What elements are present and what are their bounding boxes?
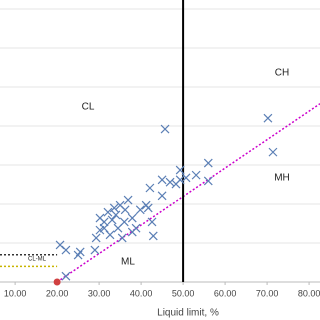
- data-point: [99, 223, 109, 233]
- data-point: [61, 245, 71, 255]
- data-point: [171, 179, 181, 189]
- data-point: [148, 231, 158, 241]
- data-point: [107, 215, 117, 225]
- data-point: [147, 217, 157, 227]
- x-axis-label: Liquid limit, %: [157, 308, 219, 319]
- data-point: [141, 200, 151, 210]
- x-tick-label: 80.00: [298, 288, 320, 298]
- data-point: [165, 177, 175, 187]
- data-point: [115, 200, 125, 210]
- x-tick-label: 40.00: [130, 288, 153, 298]
- data-point: [53, 278, 61, 286]
- data-point: [203, 176, 213, 186]
- x-tick-label: 60.00: [214, 288, 237, 298]
- zone-label: ML: [121, 257, 135, 268]
- data-point: [175, 165, 185, 175]
- data-point: [117, 233, 127, 243]
- data-point: [127, 227, 137, 237]
- x-tick-label: 10.00: [4, 288, 27, 298]
- x-tick-label: 70.00: [256, 288, 279, 298]
- data-point: [145, 183, 155, 193]
- zone-label: CL-ML: [28, 257, 47, 263]
- data-point: [61, 271, 71, 281]
- data-point: [157, 191, 167, 201]
- data-point: [90, 245, 100, 255]
- data-point: [191, 170, 201, 180]
- x-tick-label: 30.00: [88, 288, 111, 298]
- data-point: [268, 147, 278, 157]
- x-tick-label: 20.00: [46, 288, 69, 298]
- zone-label: CL: [82, 102, 95, 113]
- data-point: [135, 205, 145, 215]
- data-point: [263, 113, 273, 123]
- data-point: [95, 213, 105, 223]
- data-point: [203, 158, 213, 168]
- data-point: [119, 217, 129, 227]
- reference-line: [56, 103, 320, 283]
- data-point: [160, 124, 170, 134]
- data-point: [181, 173, 191, 183]
- data-point: [103, 207, 113, 217]
- x-tick-label: 50.00: [172, 288, 195, 298]
- data-point: [91, 233, 101, 243]
- zone-label: CH: [275, 68, 289, 79]
- data-point: [123, 195, 133, 205]
- data-point: [109, 203, 119, 213]
- data-point: [73, 250, 83, 260]
- data-point: [157, 175, 167, 185]
- data-point: [127, 213, 137, 223]
- data-point: [111, 210, 121, 220]
- zone-label: MH: [274, 173, 290, 184]
